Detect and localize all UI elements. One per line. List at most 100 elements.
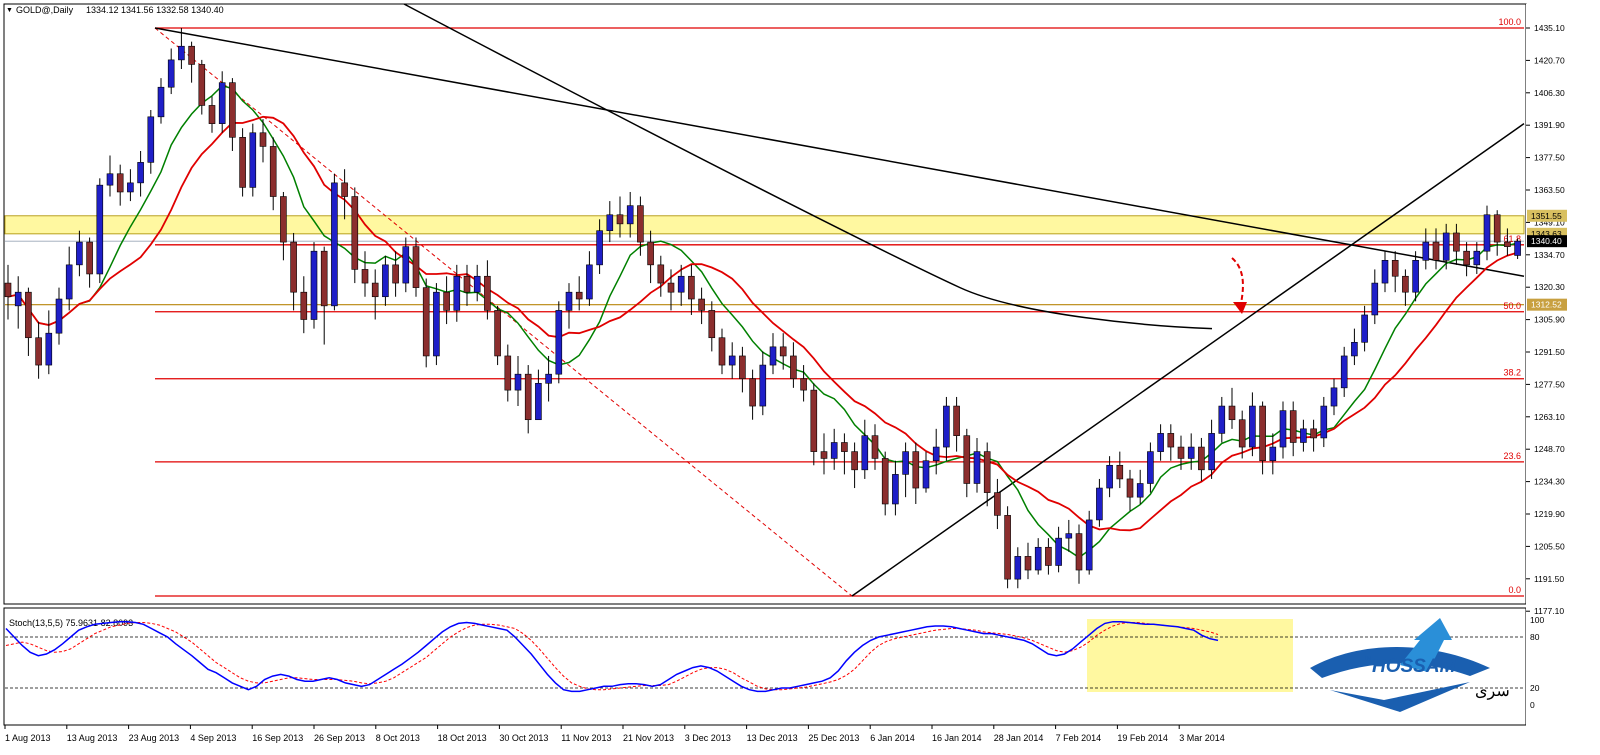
candle-bear xyxy=(963,435,971,484)
candle-bull xyxy=(1218,405,1226,434)
candle-bear xyxy=(1432,241,1440,261)
candle-bull xyxy=(973,451,981,484)
chart-frame xyxy=(3,3,1527,605)
candle-bear xyxy=(1126,478,1134,498)
date-axis-label: 6 Jan 2014 xyxy=(870,733,915,743)
candle-bull xyxy=(1514,240,1521,256)
candle-bull xyxy=(1096,487,1103,521)
date-axis-label: 16 Jan 2014 xyxy=(932,733,982,743)
trendline-resistance xyxy=(154,27,1525,277)
price-axis-label: 1391.90 xyxy=(1534,120,1565,130)
date-axis-label: 8 Oct 2013 xyxy=(376,733,420,743)
candle-bear xyxy=(575,291,583,300)
chart-title: GOLD@,Daily xyxy=(16,5,74,15)
candle-bear xyxy=(708,310,716,339)
date-axis-label: 4 Sep 2013 xyxy=(190,733,236,743)
candle-bull xyxy=(1157,433,1164,452)
date-axis-label: 1 Aug 2013 xyxy=(5,733,51,743)
candle-bull xyxy=(1351,341,1358,357)
candle-bull xyxy=(157,86,165,118)
candle-bear xyxy=(412,246,420,288)
date-axis-label: 13 Dec 2013 xyxy=(747,733,798,743)
candle-bull xyxy=(830,442,838,459)
candle-bull xyxy=(606,214,614,231)
candle-bull xyxy=(1340,355,1348,389)
candle-bull xyxy=(147,116,155,163)
candle-bull xyxy=(433,291,440,357)
candle-bear xyxy=(35,337,42,366)
candle-bear xyxy=(698,298,705,311)
price-axis-label: 1263.10 xyxy=(1534,412,1565,422)
candle-bear xyxy=(983,451,991,493)
candle-bull xyxy=(1442,232,1450,261)
candle-bear xyxy=(1177,446,1185,459)
date-axis-label: 26 Sep 2013 xyxy=(314,733,365,743)
price-axis-label: 1205.50 xyxy=(1534,541,1565,551)
candle-bull xyxy=(626,205,634,225)
stoch-frame xyxy=(3,607,1527,726)
candle-bear xyxy=(1198,446,1205,471)
candle-bear xyxy=(1167,433,1175,448)
candle-bear xyxy=(810,389,818,452)
candle-bear xyxy=(1504,241,1511,247)
candle-bull xyxy=(892,474,899,505)
price-axis-label: 1377.50 xyxy=(1534,153,1565,163)
candle-bull xyxy=(1055,537,1062,566)
candle-bull xyxy=(728,355,736,366)
candle-bear xyxy=(1238,419,1246,448)
candle-bull xyxy=(922,460,930,489)
stoch-axis-label: 0 xyxy=(1530,700,1535,710)
candle-bear xyxy=(116,173,124,193)
candle-bear xyxy=(912,451,920,489)
candle-bear xyxy=(667,282,675,293)
support-price-tag: 1312.52 xyxy=(1531,300,1562,310)
candle-bear xyxy=(504,355,512,391)
candle-bear xyxy=(320,250,328,307)
candle-bull xyxy=(1361,314,1368,343)
price-axis-label: 1277.50 xyxy=(1534,379,1565,389)
candle-bull xyxy=(535,382,542,421)
stoch-axis-label: 20 xyxy=(1530,683,1540,693)
candle-bull xyxy=(586,264,593,300)
candle-bull xyxy=(106,173,114,186)
price-axis-label: 1349.10 xyxy=(1534,217,1565,227)
candle-bull xyxy=(249,132,257,188)
fib-level-label: 23.6 xyxy=(1503,451,1521,461)
candle-bear xyxy=(1024,556,1032,571)
price-axis-label: 1177.10 xyxy=(1534,606,1564,616)
date-axis-label: 19 Feb 2014 xyxy=(1117,733,1168,743)
candle-bear xyxy=(790,355,797,380)
candle-bull xyxy=(1269,446,1277,462)
price-axis-panel xyxy=(1526,4,1600,726)
candle-bear xyxy=(647,241,654,266)
candle-bear xyxy=(1045,546,1052,566)
logo-swoosh xyxy=(1310,647,1490,678)
candle-bull xyxy=(331,182,338,307)
price-axis-label: 1435.10 xyxy=(1534,23,1565,33)
candle-bull xyxy=(1422,241,1430,261)
price-axis-label: 1334.70 xyxy=(1534,250,1565,260)
candle-bear xyxy=(1391,260,1399,277)
candle-bull xyxy=(902,451,909,475)
fib-level-label: 38.2 xyxy=(1503,368,1521,378)
candle-bull xyxy=(932,446,940,462)
candle-bull xyxy=(127,182,134,193)
candle-bull xyxy=(545,373,552,384)
candle-bull xyxy=(1208,433,1215,471)
candle-bear xyxy=(269,146,277,197)
long-term-ma-curve xyxy=(403,3,1213,330)
candle-bear xyxy=(1116,464,1124,480)
candle-bull xyxy=(55,298,63,334)
candle-bear xyxy=(1463,250,1470,266)
candle-bear xyxy=(1075,533,1083,571)
candle-bear xyxy=(657,264,665,284)
candle-bear xyxy=(300,291,308,320)
price-axis-label: 1363.50 xyxy=(1534,185,1565,195)
candle-bull xyxy=(1330,387,1338,407)
candle-bear xyxy=(1310,428,1317,439)
chart-menu-icon[interactable]: ▼ xyxy=(6,7,13,14)
candle-bull xyxy=(769,346,777,366)
